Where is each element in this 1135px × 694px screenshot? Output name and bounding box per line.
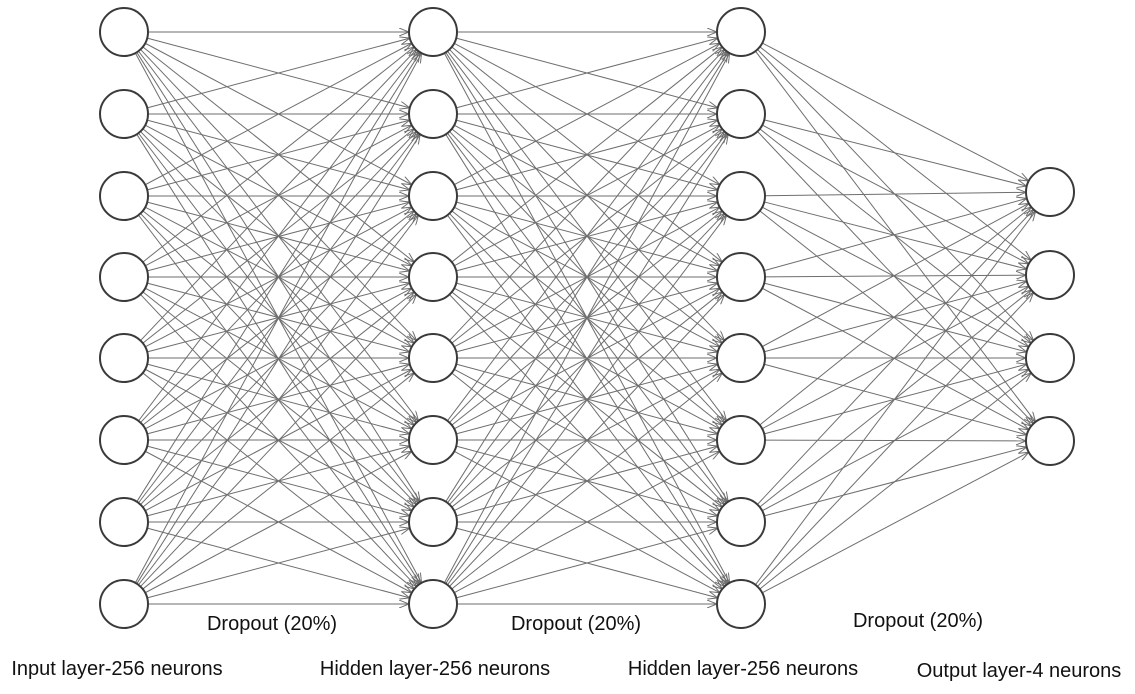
neuron-node xyxy=(1025,416,1075,466)
connection-edge xyxy=(762,42,1028,181)
neuron-node xyxy=(1025,250,1075,300)
neuron-node xyxy=(99,333,149,383)
connection-edge xyxy=(453,451,720,594)
neuron-node xyxy=(408,415,458,465)
connection-edge xyxy=(456,528,718,599)
connection-edge xyxy=(759,207,1032,426)
neuron-node xyxy=(716,171,766,221)
neuron-node xyxy=(99,7,149,57)
neuron-node xyxy=(716,415,766,465)
connection-edge xyxy=(451,47,722,263)
connection-edge xyxy=(443,53,729,584)
layer-label-hidden-2: Hidden layer-256 neurons xyxy=(628,658,858,680)
neuron-node xyxy=(99,579,149,629)
connection-edge xyxy=(764,192,1026,195)
connection-edge xyxy=(761,452,1029,594)
neuron-node xyxy=(1025,333,1075,383)
connection-edge xyxy=(447,51,726,422)
connection-edge xyxy=(755,211,1035,586)
connection-edge xyxy=(761,287,1029,430)
connection-edge xyxy=(144,451,412,594)
connection-edge xyxy=(144,43,412,186)
layer-label-output: Output layer-4 neurons xyxy=(917,660,1122,682)
connection-edge xyxy=(759,210,1031,426)
connection-edge xyxy=(142,373,414,590)
connection-edge xyxy=(140,49,417,341)
connection-edges xyxy=(134,32,1035,604)
connection-edge xyxy=(134,53,421,584)
connection-edge xyxy=(761,203,1029,348)
connection-edge xyxy=(140,294,416,587)
neuron-node xyxy=(99,415,149,465)
neuron-node xyxy=(716,252,766,302)
connection-edge xyxy=(764,201,1027,269)
connection-edge xyxy=(138,215,418,586)
neuron-node xyxy=(716,7,766,57)
dropout-label-3: Dropout (20%) xyxy=(853,610,983,632)
neuron-node xyxy=(99,171,149,221)
neuron-node xyxy=(99,252,149,302)
connection-edge xyxy=(757,210,1033,505)
neuron-node xyxy=(716,497,766,547)
neuron-node xyxy=(408,89,458,139)
layer-label-input: Input layer-256 neurons xyxy=(11,658,222,680)
neuron-node xyxy=(408,171,458,221)
neuron-node xyxy=(716,333,766,383)
connection-edge xyxy=(142,47,414,263)
dropout-label-1: Dropout (20%) xyxy=(207,613,337,635)
connection-edge xyxy=(764,275,1026,277)
neuron-node xyxy=(408,7,458,57)
neuron-node xyxy=(716,89,766,139)
connection-edge xyxy=(764,119,1026,186)
connection-edge xyxy=(147,38,410,109)
neuron-node xyxy=(99,89,149,139)
connection-edge xyxy=(449,49,724,341)
connection-edge xyxy=(138,51,418,422)
neuron-node xyxy=(408,333,458,383)
neuron-node xyxy=(99,497,149,547)
neuron-nodes xyxy=(99,7,1075,629)
layer-label-hidden-1: Hidden layer-256 neurons xyxy=(320,658,550,680)
neuron-node xyxy=(1025,167,1075,217)
connection-edge xyxy=(456,38,718,109)
neuron-node xyxy=(408,497,458,547)
connection-edge xyxy=(453,43,720,186)
dropout-label-2: Dropout (20%) xyxy=(511,613,641,635)
neuron-node xyxy=(408,579,458,629)
connection-edge xyxy=(759,373,1031,590)
connection-edge xyxy=(445,52,728,502)
neuron-node xyxy=(716,579,766,629)
connection-edge xyxy=(764,198,1027,272)
connection-edge xyxy=(451,373,723,590)
neuron-node xyxy=(408,252,458,302)
connection-edge xyxy=(445,134,728,584)
connection-edge xyxy=(762,206,1028,347)
connection-edge xyxy=(449,294,724,587)
connection-edge xyxy=(757,292,1033,587)
connection-edge xyxy=(136,134,420,584)
connection-edge xyxy=(136,52,420,502)
connection-edge xyxy=(447,215,726,586)
connection-edge xyxy=(764,282,1027,352)
connection-edge xyxy=(147,528,410,599)
